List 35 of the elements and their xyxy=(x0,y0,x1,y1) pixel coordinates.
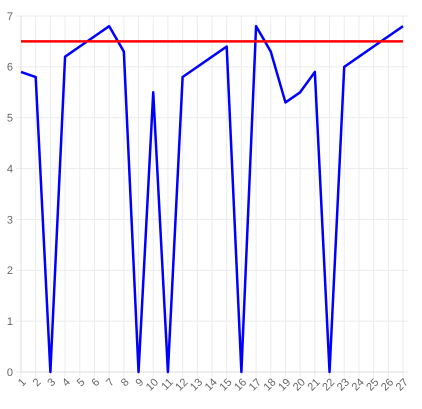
x-tick-label: 23 xyxy=(334,376,352,394)
x-tick-label: 17 xyxy=(246,376,264,394)
y-tick-label: 5 xyxy=(6,112,13,125)
x-tick-label: 4 xyxy=(60,376,73,390)
x-tick-label: 12 xyxy=(173,376,190,394)
x-tick-label: 11 xyxy=(159,376,176,393)
x-tick-label: 20 xyxy=(290,376,308,394)
x-tick-label: 26 xyxy=(379,376,396,394)
y-tick-label: 1 xyxy=(6,316,13,328)
x-tick-label: 18 xyxy=(261,376,279,394)
x-tick-label: 25 xyxy=(364,376,382,394)
y-tick-label: 4 xyxy=(6,163,13,176)
x-tick-label: 8 xyxy=(118,376,132,390)
y-tick-label: 2 xyxy=(6,265,13,278)
x-tick-label: 19 xyxy=(276,376,294,394)
x-tick-label: 16 xyxy=(232,376,250,394)
x-tick-label: 5 xyxy=(74,376,88,390)
x-tick-label: 24 xyxy=(350,376,367,394)
x-tick-label: 3 xyxy=(45,376,58,390)
x-tick-label: 27 xyxy=(394,376,411,394)
x-tick-label: 1 xyxy=(16,376,29,390)
y-tick-label: 7 xyxy=(6,10,13,23)
x-tick-label: 15 xyxy=(217,376,235,394)
x-tick-label: 14 xyxy=(202,376,220,394)
x-tick-label: 2 xyxy=(30,376,44,390)
y-tick-label: 0 xyxy=(6,366,13,379)
y-tick-label: 6 xyxy=(6,62,13,74)
x-tick-label: 10 xyxy=(144,376,162,394)
x-tick-label: 7 xyxy=(104,376,117,390)
y-tick-label: 3 xyxy=(6,214,13,226)
x-tick-label: 21 xyxy=(306,376,323,394)
x-tick-label: 22 xyxy=(320,376,338,394)
x-tick-label: 13 xyxy=(188,376,206,394)
x-tick-label: 9 xyxy=(134,376,146,390)
x-tick-label: 6 xyxy=(89,376,102,390)
